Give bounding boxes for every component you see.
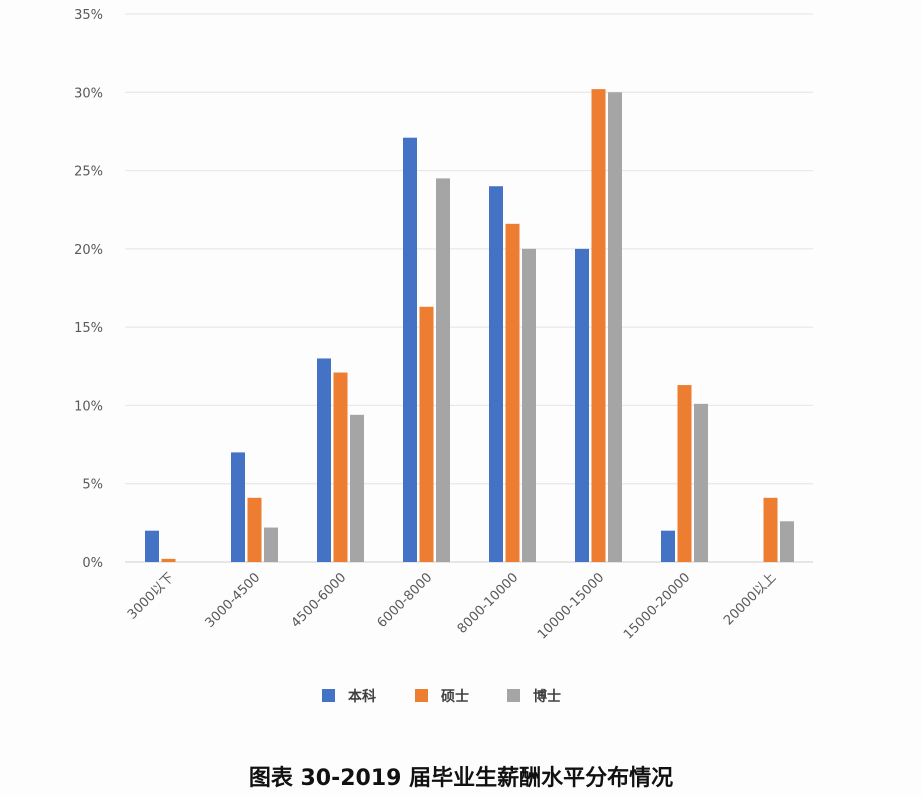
x-tick-label: 8000-10000 [455,570,522,637]
x-tick-label: 4500-6000 [289,570,350,631]
y-tick-label: 20% [74,243,103,258]
bar [145,530,159,562]
bar [247,497,262,562]
bar [575,248,589,562]
bar [403,137,417,563]
y-tick-label: 5% [82,478,103,493]
bar [317,358,331,562]
bar [522,248,536,562]
x-tick-label: 6000-8000 [375,570,436,631]
bar [436,178,450,562]
y-axis-labels: 0% 5% 10% 15% 20% 25% 30% 35% [74,8,103,571]
legend-label: 硕士 [441,688,469,705]
x-tick-label: 3000-4500 [203,570,264,631]
bar [677,385,692,562]
y-tick-label: 10% [74,399,103,414]
y-tick-label: 35% [74,8,103,23]
gridlines [125,13,813,563]
bar [419,306,434,562]
bar [333,372,348,562]
chart-title: 图表 30-2019 届毕业生薪酬水平分布情况 [248,766,674,791]
legend-swatch [322,689,335,702]
bar [780,521,794,562]
x-tick-label: 15000-20000 [621,570,693,642]
x-tick-label: 10000-15000 [535,570,607,642]
bars [145,89,794,563]
bar [591,89,606,562]
y-tick-label: 15% [74,321,103,336]
bar [661,530,675,562]
legend: 本科 硕士 博士 [322,688,561,705]
legend-swatch [415,689,428,702]
x-tick-label: 20000以上 [721,570,779,628]
legend-label: 博士 [533,688,561,705]
y-tick-label: 30% [74,86,103,101]
bar [763,497,778,562]
legend-swatch [507,689,520,702]
legend-label: 本科 [348,688,376,705]
x-tick-label: 3000以下 [125,570,177,622]
bar [161,558,176,562]
y-tick-label: 25% [74,165,103,180]
bar [694,403,708,562]
bar [231,452,245,562]
bar [608,92,622,563]
bar [489,186,503,562]
bar [350,414,364,562]
bar [264,527,278,562]
bar [505,223,520,562]
x-axis-labels: 3000以下 3000-4500 4500-6000 6000-8000 8000-10… [125,570,779,642]
y-tick-label: 0% [82,556,103,571]
